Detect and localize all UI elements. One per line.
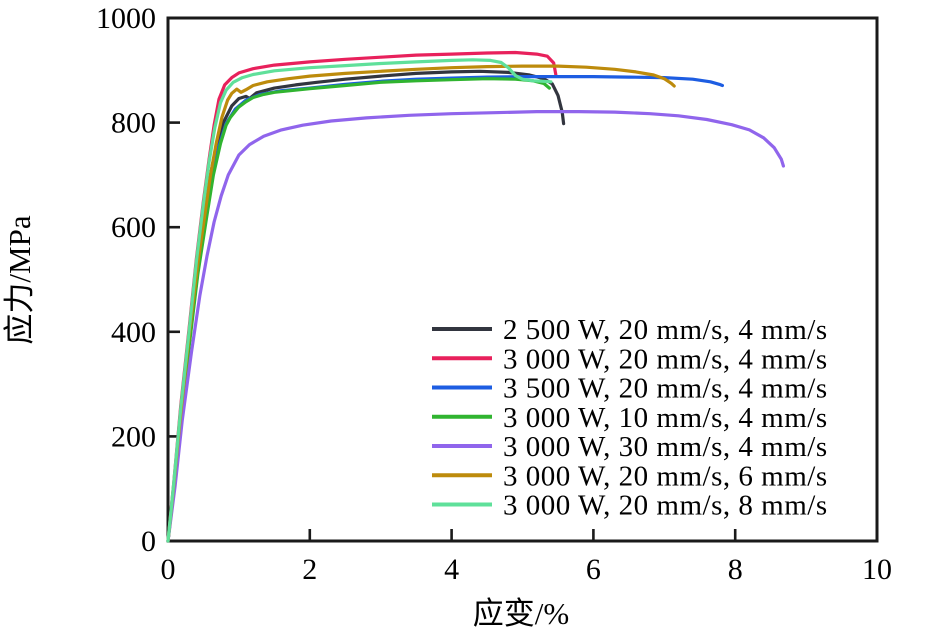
legend-label: 3 000 W, 20 mm/s, 4 mm/s (503, 343, 828, 375)
x-axis-title: 应变/% (473, 596, 569, 631)
series-line (166, 58, 553, 543)
x-tick-label: 0 (161, 553, 176, 586)
y-tick-label: 600 (111, 211, 156, 244)
y-axis-title: 应力/MPa (2, 215, 37, 344)
chart-legend: 2 500 W, 20 mm/s, 4 mm/s3 000 W, 20 mm/s… (432, 314, 828, 522)
legend-label: 2 500 W, 20 mm/s, 4 mm/s (503, 314, 828, 346)
legend-label: 3 000 W, 20 mm/s, 6 mm/s (503, 460, 828, 492)
legend-item: 2 500 W, 20 mm/s, 4 mm/s (432, 314, 828, 346)
series-line (166, 77, 551, 543)
y-tick-label: 0 (141, 525, 156, 558)
legend-item: 3 000 W, 30 mm/s, 4 mm/s (432, 431, 828, 463)
legend-item: 3 000 W, 20 mm/s, 8 mm/s (432, 490, 828, 522)
legend-item: 3 000 W, 20 mm/s, 6 mm/s (432, 460, 828, 492)
axis-tick-labels: 0 2 4 6 8 10 0 200 400 600 800 1000 (96, 2, 892, 586)
legend-item: 3 500 W, 20 mm/s, 4 mm/s (432, 373, 828, 405)
legend-item: 3 000 W, 20 mm/s, 4 mm/s (432, 343, 828, 375)
legend-label: 3 500 W, 20 mm/s, 4 mm/s (503, 373, 828, 405)
y-tick-label: 400 (111, 316, 156, 349)
y-tick-label: 800 (111, 107, 156, 140)
legend-label: 3 000 W, 20 mm/s, 8 mm/s (503, 490, 828, 522)
legend-item: 3 000 W, 10 mm/s, 4 mm/s (432, 402, 828, 434)
y-tick-label: 200 (111, 420, 156, 453)
series-lines (166, 50, 785, 543)
x-tick-label: 6 (586, 553, 601, 586)
series-line (166, 110, 785, 543)
x-tick-label: 2 (302, 553, 317, 586)
plot-frame (166, 16, 879, 543)
x-tick-label: 10 (862, 553, 892, 586)
y-tick-label: 1000 (96, 2, 156, 35)
legend-label: 3 000 W, 10 mm/s, 4 mm/s (503, 402, 828, 434)
x-tick-label: 8 (728, 553, 743, 586)
legend-label: 3 000 W, 30 mm/s, 4 mm/s (503, 431, 828, 463)
x-tick-label: 4 (444, 553, 459, 586)
series-line (166, 64, 676, 543)
